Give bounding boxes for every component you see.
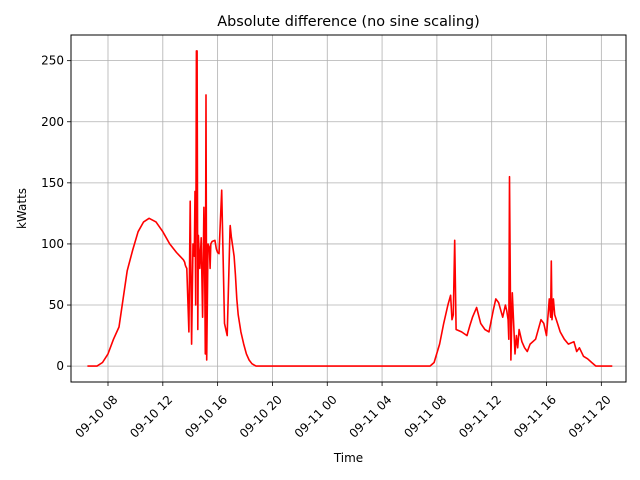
y-tick-label: 50 <box>49 298 64 312</box>
y-tick-label: 150 <box>41 176 64 190</box>
y-tick-label: 100 <box>41 237 64 251</box>
y-axis-label: kWatts <box>15 188 29 229</box>
chart-title: Absolute difference (no sine scaling) <box>217 14 480 30</box>
y-tick-label: 200 <box>41 115 64 129</box>
y-tick-label: 0 <box>56 359 64 373</box>
y-tick-label: 250 <box>41 54 64 68</box>
x-axis-label: Time <box>333 451 363 465</box>
series-layer <box>87 50 613 367</box>
plot-frame <box>70 34 627 383</box>
series-line <box>87 50 613 367</box>
